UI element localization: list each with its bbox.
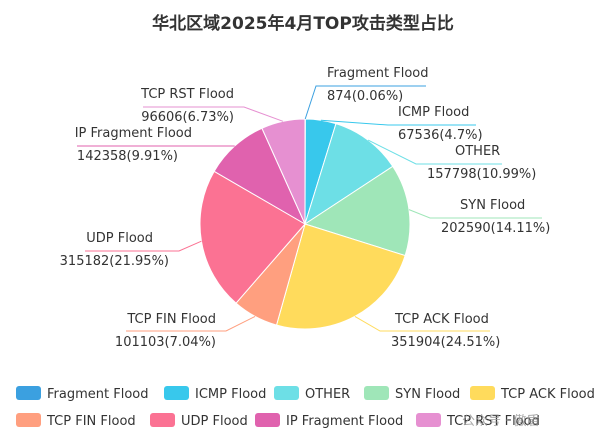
slice-value-label-tcp-fin-flood: 101103(7.04%) (115, 335, 216, 350)
slice-value-label-tcp-rst-flood: 96606(6.73%) (141, 110, 234, 125)
legend-label-udp-flood: UDP Flood (181, 414, 248, 429)
slice-name-label-udp-flood: UDP Flood (86, 231, 153, 246)
slice-name-label-tcp-fin-flood: TCP FIN Flood (126, 312, 216, 327)
legend-label-icmp-flood: ICMP Flood (195, 387, 266, 402)
legend-swatch-other (274, 386, 299, 400)
slice-value-label-fragment-flood: 874(0.06%) (327, 89, 403, 104)
legend-swatch-tcp-fin-flood (16, 413, 41, 427)
slice-name-label-ip-fragment-flood: IP Fragment Flood (75, 126, 192, 141)
slice-name-label-tcp-ack-flood: TCP ACK Flood (394, 312, 489, 327)
pie-slices (200, 119, 410, 329)
legend-swatch-tcp-rst-flood (416, 413, 441, 427)
watermark-text: 公众号 · 傲盾 (462, 410, 602, 432)
legend-item-fragment-flood[interactable]: Fragment Flood (16, 386, 148, 402)
slice-name-label-tcp-rst-flood: TCP RST Flood (140, 87, 234, 102)
legend-item-syn-flood[interactable]: SYN Flood (364, 386, 460, 402)
legend-swatch-fragment-flood (16, 386, 41, 400)
legend-swatch-syn-flood (364, 386, 389, 400)
legend-item-icmp-flood[interactable]: ICMP Flood (164, 386, 266, 402)
chart-title: 华北区域2025年4月TOP攻击类型占比 (152, 13, 454, 34)
legend-label-syn-flood: SYN Flood (395, 387, 460, 402)
legend-label-tcp-fin-flood: TCP FIN Flood (46, 414, 136, 429)
slice-value-label-tcp-ack-flood: 351904(24.51%) (391, 335, 500, 350)
slice-name-label-syn-flood: SYN Flood (460, 198, 525, 213)
slice-value-label-udp-flood: 315182(21.95%) (60, 254, 169, 269)
legend-swatch-tcp-ack-flood (470, 386, 495, 400)
slice-name-label-other: OTHER (455, 144, 500, 159)
legend-label-ip-fragment-flood: IP Fragment Flood (286, 414, 403, 429)
slice-name-label-icmp-flood: ICMP Flood (398, 105, 469, 120)
legend-swatch-icmp-flood (164, 386, 189, 400)
legend-item-tcp-ack-flood[interactable]: TCP ACK Flood (470, 386, 595, 402)
legend-item-other[interactable]: OTHER (274, 386, 350, 402)
slice-value-label-syn-flood: 202590(14.11%) (441, 221, 550, 236)
legend-label-other: OTHER (305, 387, 350, 402)
slice-value-label-other: 157798(10.99%) (427, 167, 536, 182)
slice-name-label-fragment-flood: Fragment Flood (327, 66, 428, 81)
legend-item-tcp-fin-flood[interactable]: TCP FIN Flood (16, 413, 136, 429)
legend-label-tcp-ack-flood: TCP ACK Flood (500, 387, 595, 402)
slice-value-label-ip-fragment-flood: 142358(9.91%) (77, 149, 178, 164)
slice-value-label-icmp-flood: 67536(4.7%) (398, 128, 483, 143)
legend-swatch-udp-flood (150, 413, 175, 427)
legend-item-ip-fragment-flood[interactable]: IP Fragment Flood (255, 413, 403, 429)
legend-swatch-ip-fragment-flood (255, 413, 280, 427)
legend-item-udp-flood[interactable]: UDP Flood (150, 413, 248, 429)
leader-line-icmp-flood (321, 120, 476, 125)
legend-label-fragment-flood: Fragment Flood (47, 387, 148, 402)
